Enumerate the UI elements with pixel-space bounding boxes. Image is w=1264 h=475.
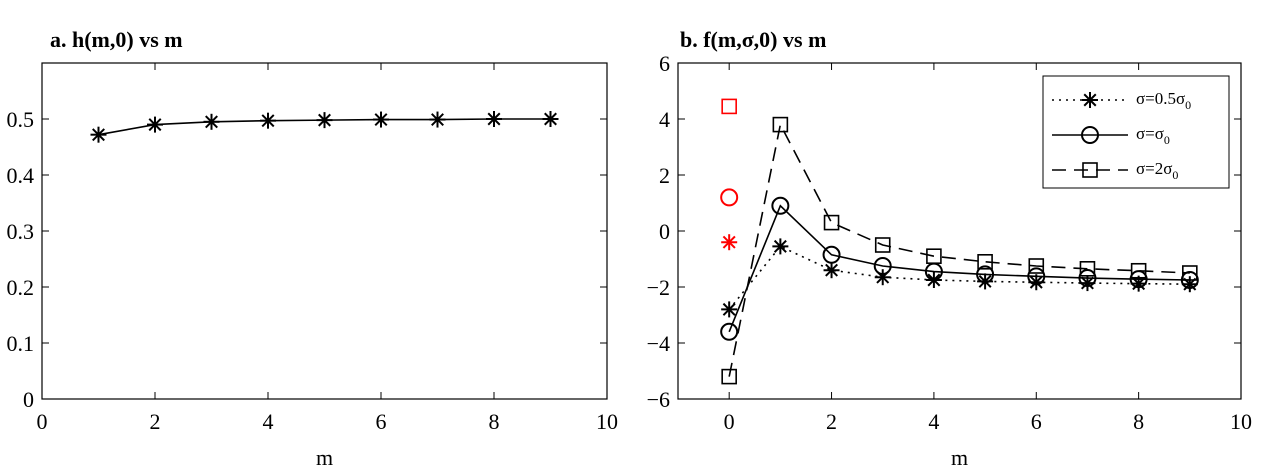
- y-tick-label: −2: [647, 275, 670, 300]
- x-tick-label: 6: [376, 409, 387, 434]
- data-point: [90, 126, 107, 143]
- data-point: [772, 238, 789, 255]
- legend-marker: [1082, 92, 1098, 108]
- x-tick-label: 2: [826, 409, 837, 434]
- legend: σ=0.5σ0 σ=σ0 σ=2σ0: [1042, 75, 1230, 189]
- data-point: [976, 265, 995, 284]
- data-point: [373, 111, 389, 128]
- data-point: [1180, 271, 1199, 289]
- legend-entries: σ=0.5σ0 σ=σ0 σ=2σ0: [1052, 89, 1191, 182]
- panel-a-series: [90, 111, 559, 143]
- series-line: [728, 245, 1190, 310]
- data-point: [316, 112, 333, 129]
- panel-b-ticks: 0 2 4 6 8 10 −6 −4 −2 0 2 4 6: [647, 51, 1252, 434]
- red-data-point: [721, 234, 738, 251]
- y-tick-label: 0.5: [7, 107, 35, 132]
- data-point: [823, 262, 840, 279]
- data-point: [977, 254, 993, 270]
- data-point: [926, 248, 942, 264]
- y-tick-label: 0: [659, 219, 670, 244]
- y-tick-label: 0.4: [7, 163, 35, 188]
- data-point: [772, 116, 789, 133]
- data-point: [720, 322, 739, 341]
- data-point: [1078, 269, 1097, 288]
- panel-b-red-points: [720, 98, 739, 251]
- panel-a-x-axis-label: m: [316, 445, 333, 470]
- data-point: [721, 301, 738, 318]
- data-point: [822, 245, 841, 264]
- x-tick-label: 10: [596, 409, 618, 434]
- data-point: [486, 111, 502, 127]
- data-point: [429, 111, 446, 128]
- x-tick-label: 0: [37, 409, 48, 434]
- y-tick-label: 2: [659, 163, 670, 188]
- data-point: [542, 111, 559, 127]
- data-point: [260, 112, 276, 129]
- data-point: [1130, 262, 1147, 279]
- red-data-point: [721, 98, 737, 115]
- panel-b-title: b. f(m,σ,0) vs m: [680, 27, 826, 52]
- x-tick-label: 8: [1133, 409, 1144, 434]
- y-tick-label: 4: [659, 107, 670, 132]
- panel-a-ticks: 0 2 4 6 8 10 0 0.1 0.2 0.3 0.4 0.5: [7, 63, 618, 434]
- panel-a: a. h(m,0) vs m 0 2 4 6 8 10 0 0.1 0.2 0.3 0.4 0.5 m: [7, 27, 619, 470]
- y-tick-label: 0.3: [7, 219, 35, 244]
- data-point: [823, 214, 840, 231]
- x-tick-label: 10: [1230, 409, 1252, 434]
- red-data-point: [720, 188, 739, 207]
- data-point: [873, 257, 892, 275]
- data-point: [1027, 267, 1046, 286]
- data-point: [874, 237, 891, 253]
- x-tick-label: 8: [489, 409, 500, 434]
- y-tick-label: 0.1: [7, 331, 35, 356]
- legend-marker: [1081, 126, 1099, 144]
- x-tick-label: 4: [263, 409, 274, 434]
- panel-b: b. f(m,σ,0) vs m 0 2 4 6 8 10 −6 −4 −2 0 2 4 6 m σ=0…: [647, 27, 1252, 470]
- legend-label: σ=0.5σ0: [1136, 89, 1191, 112]
- x-tick-label: 4: [928, 409, 939, 434]
- legend-label: σ=2σ0: [1136, 159, 1178, 182]
- x-tick-label: 0: [724, 409, 735, 434]
- y-tick-label: −4: [647, 331, 670, 356]
- y-tick-label: 6: [659, 51, 670, 76]
- data-point: [1129, 270, 1148, 289]
- x-tick-label: 6: [1031, 409, 1042, 434]
- y-tick-label: 0.2: [7, 275, 35, 300]
- data-point: [721, 368, 737, 385]
- series-line: [728, 204, 1190, 333]
- y-tick-label: 0: [23, 387, 34, 412]
- x-tick-label: 2: [150, 409, 161, 434]
- panel-b-x-axis-label: m: [951, 445, 968, 470]
- data-point: [147, 116, 163, 133]
- panel-a-title: a. h(m,0) vs m: [50, 27, 183, 52]
- data-point: [203, 113, 220, 130]
- legend-label: σ=σ0: [1136, 124, 1170, 147]
- data-point: [1028, 258, 1045, 274]
- panel-b-series: [720, 116, 1199, 385]
- y-tick-label: −6: [647, 387, 670, 412]
- data-point: [771, 196, 790, 215]
- data-point: [1181, 276, 1198, 293]
- data-point: [1182, 265, 1198, 281]
- legend-marker: [1082, 162, 1098, 178]
- series-line: [728, 122, 1190, 377]
- data-point: [1079, 260, 1096, 277]
